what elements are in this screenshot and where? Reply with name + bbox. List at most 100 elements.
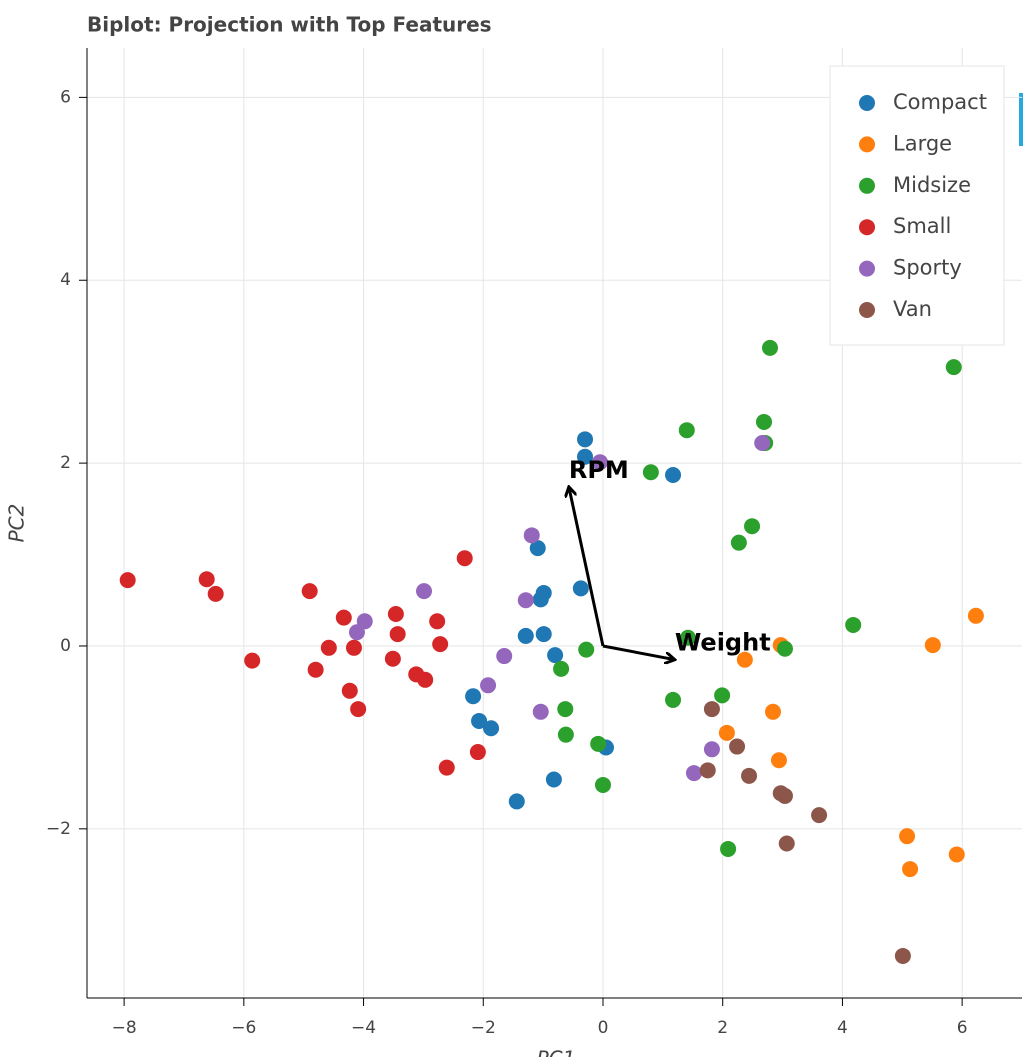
point: [119, 572, 136, 589]
point: [456, 550, 473, 567]
x-tick-label: 0: [598, 1018, 609, 1038]
point: [301, 583, 318, 600]
point: [416, 583, 433, 600]
point: [523, 527, 540, 544]
point: [207, 585, 224, 602]
point: [720, 840, 737, 857]
arrow-label: RPM: [569, 456, 629, 484]
point: [578, 641, 595, 658]
point: [517, 627, 534, 644]
chart-title: Biplot: Projection with Top Features: [87, 13, 492, 37]
point: [572, 580, 589, 597]
point: [465, 688, 482, 705]
point: [547, 647, 564, 664]
point: [438, 759, 455, 776]
point: [545, 771, 562, 788]
legend-marker: [859, 177, 875, 194]
point: [902, 861, 919, 878]
point: [924, 637, 941, 654]
x-tick-label: 2: [717, 1018, 728, 1038]
point: [778, 835, 795, 852]
point: [591, 454, 608, 471]
point: [678, 422, 695, 439]
point: [469, 744, 486, 761]
point: [776, 787, 793, 804]
x-tick-label: −8: [112, 1018, 137, 1038]
point: [307, 661, 324, 678]
legend-marker: [859, 95, 875, 111]
point: [341, 682, 358, 699]
legend-label: Large: [893, 131, 952, 155]
point: [967, 607, 984, 624]
point: [517, 592, 534, 609]
point: [736, 651, 753, 668]
point: [417, 671, 434, 688]
point: [471, 712, 488, 729]
y-tick-label: −2: [46, 819, 71, 839]
point: [350, 701, 367, 718]
point: [529, 540, 546, 557]
y-tick-label: 0: [60, 636, 71, 656]
point: [744, 518, 761, 535]
point: [389, 626, 406, 643]
legend-label: Compact: [893, 90, 987, 114]
toolbar-edge: [1019, 93, 1023, 146]
point: [729, 738, 746, 755]
point: [714, 687, 731, 704]
y-tick-label: 2: [60, 453, 71, 473]
x-tick-label: −4: [351, 1018, 376, 1038]
point: [945, 359, 962, 376]
point: [553, 660, 570, 677]
x-tick-label: 4: [837, 1018, 848, 1038]
loading-arrow: [569, 487, 605, 647]
point: [756, 413, 773, 430]
point: [776, 640, 793, 657]
point: [894, 947, 911, 964]
point: [384, 650, 401, 667]
point: [508, 793, 525, 810]
x-tick-label: −2: [471, 1018, 496, 1038]
legend-label: Midsize: [893, 173, 971, 197]
point: [432, 636, 449, 653]
point: [899, 828, 916, 845]
point: [642, 464, 659, 481]
point: [770, 752, 787, 769]
point: [535, 626, 552, 643]
legend-marker: [859, 260, 875, 277]
point: [665, 691, 682, 708]
point: [741, 767, 758, 784]
point: [557, 726, 574, 743]
y-tick-label: 6: [60, 87, 71, 107]
legend-box: [829, 65, 1005, 346]
point: [764, 703, 781, 720]
point: [496, 648, 513, 665]
loading-arrow: [602, 644, 675, 660]
x-axis-label: PC1: [537, 1047, 576, 1057]
point: [577, 431, 594, 448]
point: [387, 605, 404, 622]
y-tick-label: 4: [60, 270, 71, 290]
point: [483, 720, 500, 737]
x-tick-label: 6: [957, 1018, 968, 1038]
point: [718, 724, 735, 741]
point: [845, 616, 862, 633]
x-tick-label: −6: [231, 1018, 256, 1038]
legend-label: Van: [893, 297, 932, 321]
point: [590, 735, 607, 752]
point: [594, 776, 611, 793]
point: [761, 339, 778, 356]
point: [811, 807, 828, 824]
legend-label: Sporty: [893, 256, 962, 280]
point: [320, 639, 337, 656]
point: [557, 701, 574, 718]
point: [345, 639, 362, 656]
point: [198, 571, 215, 588]
point: [348, 624, 365, 641]
point: [480, 677, 497, 694]
y-axis-label: PC2: [5, 504, 29, 543]
point: [244, 652, 261, 669]
point: [429, 613, 446, 630]
legend-label: Small: [893, 214, 951, 238]
